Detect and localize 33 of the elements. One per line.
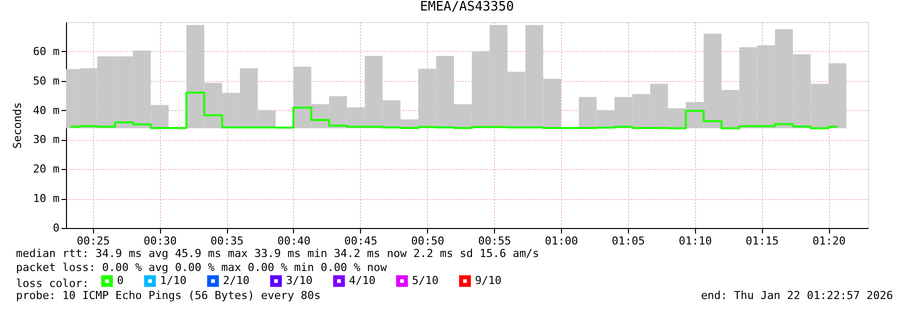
x-tick-label: 00:50 [411, 234, 444, 248]
chart-title: EMEA/AS43350 [420, 0, 514, 14]
x-tick-label: 01:20 [812, 234, 846, 248]
text: packet loss: 0.00 % avg 0.00 % max 0.00 % min 0.00 % now [16, 261, 388, 274]
legend-label: 5/10 [412, 274, 438, 288]
legend-label: 2/10 [223, 274, 250, 288]
x-tick-label: 01:15 [746, 234, 779, 248]
x-tick-label: 00:35 [210, 234, 244, 248]
y-axis-title: Seconds [11, 102, 24, 149]
legend-label: 0 [117, 274, 124, 288]
x-tick-label: 00:45 [344, 234, 378, 248]
y-tick-label: 20 m [33, 162, 60, 176]
y-tick-label: 30 m [33, 133, 60, 146]
legend-label: 9/10 [475, 274, 502, 288]
x-tick-label: 01:10 [678, 234, 712, 248]
x-tick-label: 01:00 [544, 234, 578, 248]
legend-label: 1/10 [160, 274, 186, 288]
y-tick-label: 0 [52, 222, 60, 234]
legend-title: loss color: [16, 277, 89, 290]
x-tick-label: 00:30 [144, 234, 177, 248]
text: end: Thu Jan 22 01:22:57 2026 [700, 289, 893, 302]
x-tick-label: 01:05 [612, 234, 645, 248]
legend-label: 3/10 [286, 274, 312, 288]
y-tick-label: 60 m [33, 44, 60, 58]
x-tick-label: 00:55 [478, 234, 512, 248]
x-tick-label: 00:25 [76, 234, 110, 248]
y-tick-label: 10 m [33, 192, 60, 206]
y-tick-label: 40 m [33, 104, 60, 117]
y-tick-label: 50 m [33, 74, 60, 88]
legend-label: 4/10 [349, 274, 376, 288]
text: median rtt: 34.9 ms avg 45.9 ms max 33.9 ms min 34.2 ms now 2.2 ms sd 15.6 am/s [16, 247, 540, 260]
text: probe: 10 ICMP Echo Pings (56 Bytes) every 80s [16, 289, 321, 302]
x-tick-label: 00:40 [277, 234, 311, 248]
